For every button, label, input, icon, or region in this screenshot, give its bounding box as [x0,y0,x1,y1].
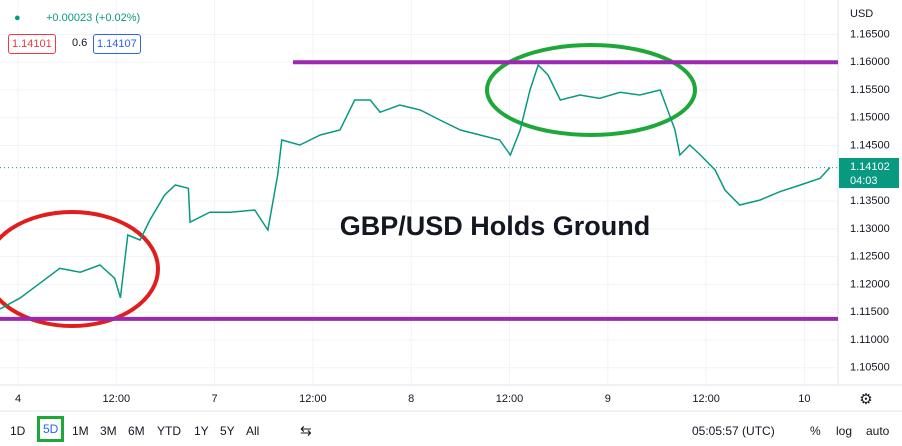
status-dot: ● [14,12,21,24]
x-tick-label: 7 [212,393,218,405]
x-tick-label: 12:00 [496,393,524,405]
y-tick-label: 1.12000 [850,278,890,290]
range-button[interactable]: YTD [157,424,181,438]
scale-option[interactable]: % [810,424,821,438]
annotation: GBP/USD Holds Ground [340,211,651,241]
range-button[interactable]: 1M [72,424,89,438]
x-tick-label: 12:00 [692,393,720,405]
range-button[interactable]: 1Y [194,424,209,438]
x-tick-label: 10 [798,393,810,405]
settings-icon[interactable]: ⚙ [859,391,872,408]
y-tick-label: 1.15500 [850,84,890,96]
y-tick-label: 1.16500 [850,28,890,40]
compare-icon[interactable]: ⇆ [300,423,312,439]
last-price: 1.14102 [850,161,890,173]
y-unit: USD [850,8,873,20]
change: +0.00023 (+0.02%) [46,12,141,24]
y-tick-label: 1.11500 [850,306,889,318]
x-tick-label: 8 [408,393,414,405]
y-tick-label: 1.13500 [850,195,890,207]
x-tick-label: 12:00 [299,393,327,405]
y-tick-label: 1.10500 [850,362,890,374]
ask[interactable]: 1.14107 [93,34,141,54]
range-button[interactable]: 1D [10,424,26,438]
y-tick-label: 1.15000 [850,112,890,124]
range-button[interactable]: 5Y [220,424,235,438]
scale-option[interactable]: log [836,424,853,438]
spread: 0.6 [72,37,88,49]
y-tick-label: 1.14500 [850,139,890,151]
x-tick-label: 12:00 [103,393,131,405]
range-button[interactable]: 5D [37,416,65,442]
range-button[interactable]: 3M [100,424,117,438]
clock[interactable]: 05:05:57 (UTC) [692,424,775,438]
bid[interactable]: 1.14101 [8,34,56,54]
highlight-ellipse [485,43,697,137]
scale-option[interactable]: auto [866,424,890,438]
range-button[interactable]: 6M [128,424,145,438]
countdown: 04:03 [850,175,878,187]
y-tick-label: 1.11000 [850,334,889,346]
price-line [0,63,831,310]
x-tick-label: 9 [605,393,611,405]
highlight-ellipse [0,210,160,328]
range-button[interactable]: All [246,424,260,438]
y-tick-label: 1.13000 [850,223,890,235]
y-tick-label: 1.12500 [850,251,890,263]
price-label-box [839,158,899,188]
y-tick-label: 1.16000 [850,56,890,68]
x-tick-label: 4 [15,393,21,405]
